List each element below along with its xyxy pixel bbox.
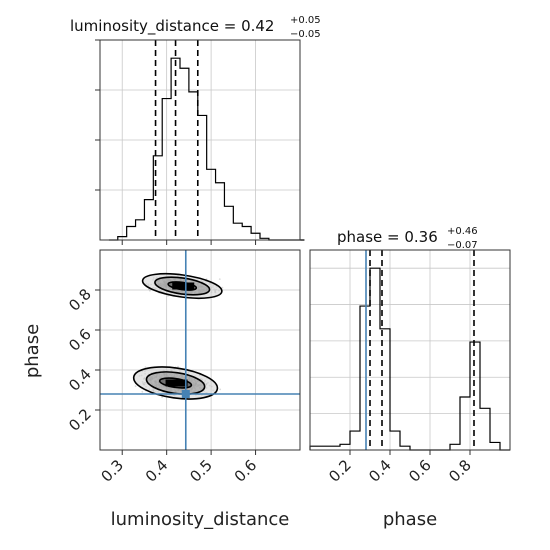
contour-line <box>154 276 211 296</box>
contour-line <box>167 281 198 291</box>
density-peak <box>172 282 195 290</box>
y-tick-label: 0.8 <box>65 285 95 315</box>
x-tick-label: 0.4 <box>142 456 172 486</box>
x-tick-label: 0.8 <box>445 456 475 486</box>
panel-frame <box>309 249 511 451</box>
y-tick-label: 0.4 <box>65 365 95 395</box>
y-axis-label-phase: phase <box>22 324 43 378</box>
x-axis-label-luminosity-distance: luminosity_distance <box>111 509 290 530</box>
luminosity-distance-title: luminosity_distance = 0.42 <box>70 17 274 36</box>
panel-frame <box>99 249 301 451</box>
sample-point <box>161 396 164 399</box>
phase-title: phase = 0.36 <box>337 228 438 246</box>
sample-point <box>134 385 137 388</box>
joint-contour-panel: 0.3 0.4 0.5 0.6 0.2 0.4 0.6 0.8 <box>65 249 301 486</box>
x-tick-label: 0.2 <box>325 456 355 486</box>
x-tick-label: 0.5 <box>186 456 216 486</box>
x-tick-label: 0.6 <box>405 456 435 486</box>
x-axis-label-phase: phase <box>383 509 437 530</box>
phase-histogram-panel: 0.2 0.4 0.6 0.8 <box>309 249 511 486</box>
x-tick-label: 0.3 <box>97 456 127 486</box>
sample-point <box>219 388 222 391</box>
y-tick-label: 0.6 <box>65 325 95 355</box>
contour-line <box>132 366 219 400</box>
sample-point <box>149 289 151 292</box>
phase-title-minus: −0.07 <box>447 240 478 251</box>
sample-point <box>141 390 144 393</box>
luminosity-distance-title-plus: +0.05 <box>290 15 321 26</box>
phase-title-plus: +0.46 <box>447 226 478 237</box>
x-tick-label: 0.4 <box>365 456 395 486</box>
y-tick-label: 0.2 <box>65 405 95 435</box>
contour-line <box>141 272 223 300</box>
luminosity-distance-histogram-panel <box>95 39 305 245</box>
truth-marker <box>181 390 190 398</box>
sample-point <box>218 278 221 280</box>
sample-point <box>144 366 147 368</box>
panel-frame <box>99 39 301 241</box>
contour-line <box>158 377 193 389</box>
luminosity-distance-histogram-step <box>108 57 305 241</box>
phase-histogram-step <box>309 267 510 451</box>
sample-point <box>221 286 224 289</box>
density-peak <box>165 379 188 387</box>
luminosity-distance-title-minus: −0.05 <box>290 29 321 40</box>
x-tick-label: 0.6 <box>231 456 261 486</box>
sample-point <box>177 365 179 368</box>
